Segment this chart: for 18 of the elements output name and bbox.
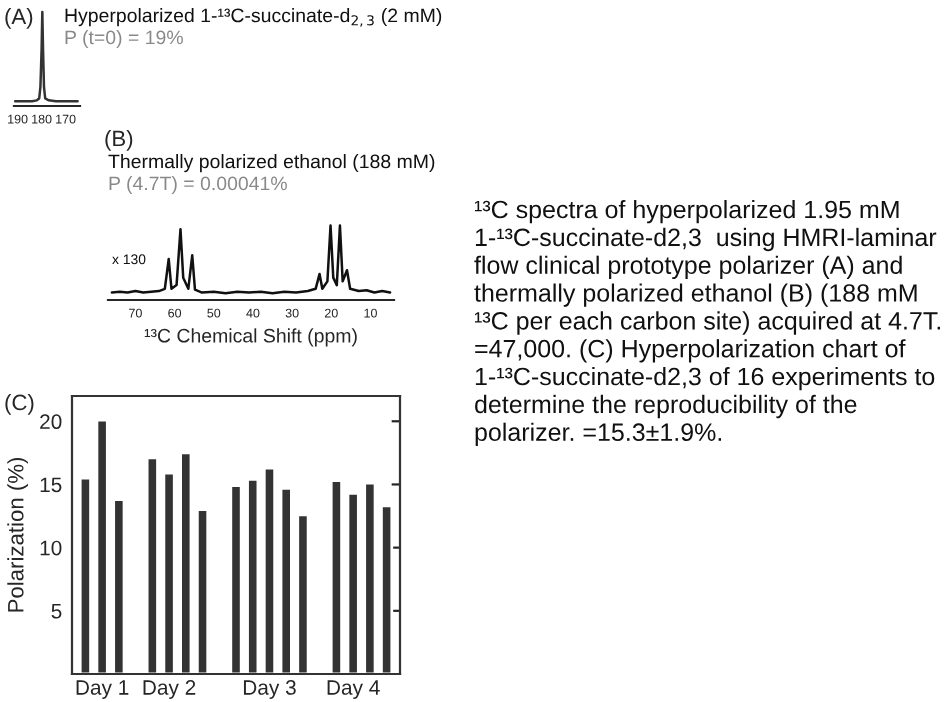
y-tick-label: 10 [40, 540, 62, 556]
y-tick-label: 5 [51, 604, 62, 619]
y-tick-label: 15 [40, 477, 62, 493]
y-axis-title: Polarization (%) [7, 457, 28, 612]
annotation: P (t=0) = 19% [65, 30, 183, 49]
x-tick-label: Day 4 [327, 680, 380, 699]
annotation: Hyperpolarized 1-¹³C-succinate-d$_{2,3}$ (2 mM) [65, 8, 442, 27]
chart-title: (A) [5, 8, 33, 29]
x-axis-title: ¹³C Chemical Shift (ppm) [144, 328, 357, 347]
x-tick-label: Day 1 [76, 680, 129, 699]
chart-title: (B) [105, 130, 133, 151]
text: P (4.7T) = 0.00041% [109, 176, 287, 195]
x-tick-label: Day 2 [143, 680, 196, 699]
y-tick-label: 20 [40, 414, 62, 430]
chart-title: (C) [5, 394, 34, 415]
text: ¹³C spectra of hyperpolarized 1.95 mM 1-¹³C-succinate-d2,3 using HMRI-laminar flow clinical prototype polarizer (A) and thermally polarized ethanol (B) (188 mM ¹³C per each carbon site) acquired at 4.7T. =47,000. (C) Hyperpolarization chart of 1-¹³C-succinate-d2,3 of 16 experiments to determine the reproducibility of the polarizer. =15.3±1.9%. [474, 200, 940, 446]
text: Thermally polarized ethanol (188 mM) [108, 154, 435, 173]
x-tick-label: Day 3 [243, 680, 296, 699]
